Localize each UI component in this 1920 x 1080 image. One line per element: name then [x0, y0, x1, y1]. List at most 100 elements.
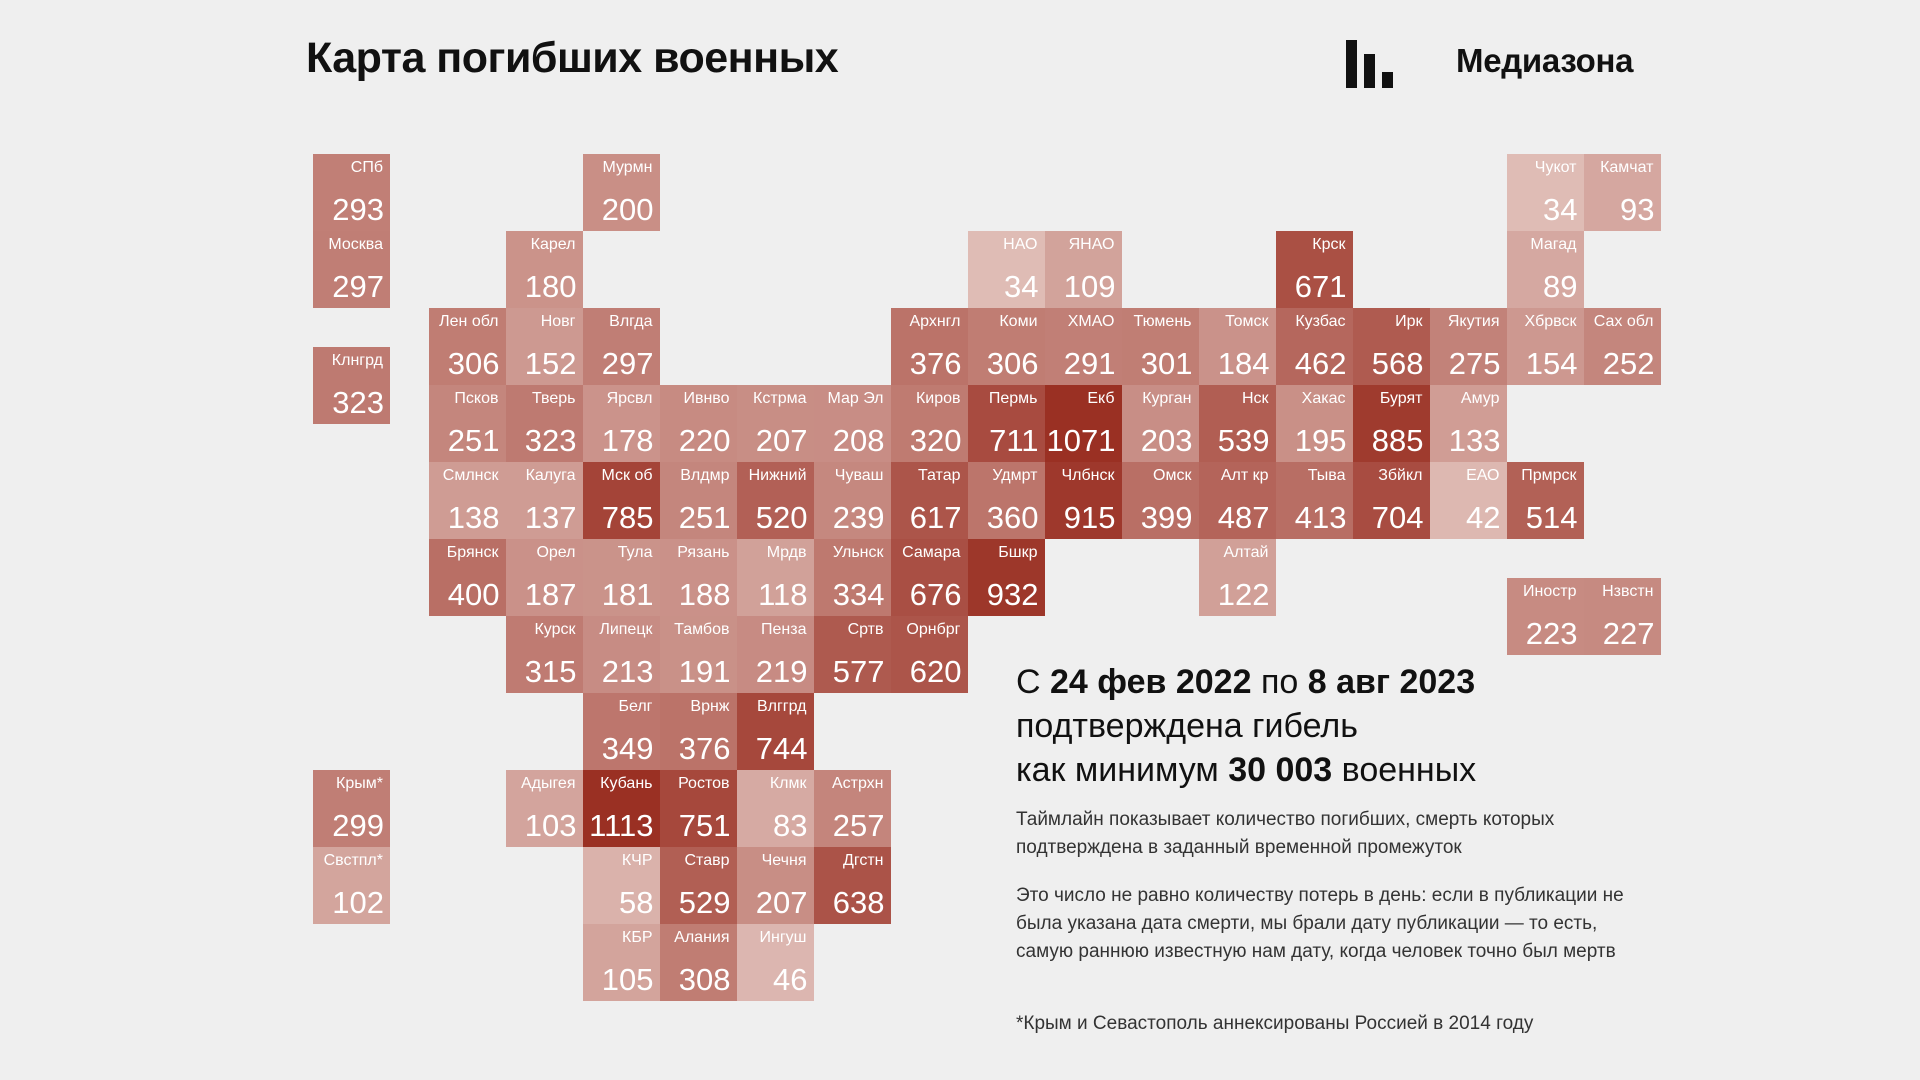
region-label: Крск: [1312, 236, 1346, 253]
region-tile[interactable]: КЧР 58: [582, 847, 660, 924]
region-value: 520: [755, 500, 808, 535]
region-tile[interactable]: Камчат 93: [1583, 154, 1661, 231]
region-tile[interactable]: Лен обл 306: [428, 308, 506, 385]
region-tile[interactable]: КБР 105: [582, 924, 660, 1001]
region-tile[interactable]: Хакас 195: [1275, 385, 1353, 462]
region-value: 208: [832, 423, 885, 458]
region-tile[interactable]: Крым* 299: [313, 770, 390, 847]
region-tile[interactable]: Орел 187: [505, 539, 583, 616]
region-tile[interactable]: Курган 203: [1121, 385, 1199, 462]
region-tile[interactable]: Мар Эл 208: [813, 385, 891, 462]
region-value: 711: [989, 423, 1039, 458]
region-tile[interactable]: Нск 539: [1198, 385, 1276, 462]
region-tile[interactable]: Влдмр 251: [659, 462, 737, 539]
region-tile[interactable]: Тула 181: [582, 539, 660, 616]
region-label: Киров: [915, 390, 961, 407]
region-tile[interactable]: Сах обл 252: [1583, 308, 1661, 385]
region-tile[interactable]: Ульнск 334: [813, 539, 891, 616]
region-tile[interactable]: Иностр 223: [1506, 577, 1584, 655]
footnote: *Крым и Севастополь аннексированы Россие…: [1016, 1013, 1534, 1034]
region-tile[interactable]: Калуга 137: [505, 462, 583, 539]
region-tile[interactable]: Свстпл* 102: [313, 847, 390, 924]
region-tile[interactable]: Кузбас 462: [1275, 308, 1353, 385]
region-tile[interactable]: Архнгл 376: [890, 308, 968, 385]
region-tile[interactable]: Сртв 577: [813, 616, 891, 693]
region-tile[interactable]: Мурмн 200: [582, 154, 660, 231]
region-tile[interactable]: Прмрск 514: [1506, 462, 1584, 539]
region-tile[interactable]: Брянск 400: [428, 539, 506, 616]
region-tile[interactable]: Томск 184: [1198, 308, 1276, 385]
region-tile[interactable]: Ставр 529: [659, 847, 737, 924]
region-tile[interactable]: Клмк 83: [736, 770, 814, 847]
region-tile[interactable]: Курск 315: [505, 616, 583, 693]
region-tile[interactable]: Новг 152: [505, 308, 583, 385]
region-tile[interactable]: СПб 293: [313, 154, 390, 231]
region-tile[interactable]: Алания 308: [659, 924, 737, 1001]
region-tile[interactable]: Алтай 122: [1198, 539, 1276, 616]
region-tile[interactable]: Москва 297: [313, 231, 390, 308]
region-tile[interactable]: Нзвстн 227: [1583, 577, 1661, 655]
region-tile[interactable]: Тюмень 301: [1121, 308, 1199, 385]
region-label: Архнгл: [909, 313, 961, 330]
region-tile[interactable]: Самара 676: [890, 539, 968, 616]
region-tile[interactable]: Астрхн 257: [813, 770, 891, 847]
region-tile[interactable]: Омск 399: [1121, 462, 1199, 539]
region-tile[interactable]: Збйкл 704: [1352, 462, 1430, 539]
region-value: 219: [755, 654, 808, 689]
region-tile[interactable]: Мск об 785: [582, 462, 660, 539]
region-tile[interactable]: Дгстн 638: [813, 847, 891, 924]
region-tile[interactable]: Магад 89: [1506, 231, 1584, 308]
region-tile[interactable]: Екб 1071: [1044, 385, 1122, 462]
region-tile[interactable]: Ирк 568: [1352, 308, 1430, 385]
region-tile[interactable]: НАО 34: [967, 231, 1045, 308]
region-label: Прмрск: [1521, 467, 1577, 484]
region-tile[interactable]: Липецк 213: [582, 616, 660, 693]
region-tile[interactable]: Тыва 413: [1275, 462, 1353, 539]
region-tile[interactable]: Пермь 711: [967, 385, 1045, 462]
region-tile[interactable]: Чечня 207: [736, 847, 814, 924]
region-tile[interactable]: Псков 251: [428, 385, 506, 462]
region-tile[interactable]: Кубань 1113: [582, 770, 660, 847]
region-tile[interactable]: Влггрд 744: [736, 693, 814, 770]
region-tile[interactable]: Бшкр 932: [967, 539, 1045, 616]
region-tile[interactable]: Амур 133: [1429, 385, 1507, 462]
region-tile[interactable]: Тамбов 191: [659, 616, 737, 693]
region-tile[interactable]: Пенза 219: [736, 616, 814, 693]
region-tile[interactable]: Алт кр 487: [1198, 462, 1276, 539]
region-tile[interactable]: Чукот 34: [1506, 154, 1584, 231]
region-label: Ингуш: [759, 929, 807, 946]
region-tile[interactable]: Ивнво 220: [659, 385, 737, 462]
region-tile[interactable]: Ингуш 46: [736, 924, 814, 1001]
region-tile[interactable]: Кстрма 207: [736, 385, 814, 462]
region-tile[interactable]: Смлнск 138: [428, 462, 506, 539]
region-tile[interactable]: Татар 617: [890, 462, 968, 539]
region-tile[interactable]: Карел 180: [505, 231, 583, 308]
region-tile[interactable]: Ростов 751: [659, 770, 737, 847]
region-tile[interactable]: Белг 349: [582, 693, 660, 770]
region-tile[interactable]: Рязань 188: [659, 539, 737, 616]
region-tile[interactable]: Киров 320: [890, 385, 968, 462]
region-tile[interactable]: Орнбрг 620: [890, 616, 968, 693]
region-tile[interactable]: Мрдв 118: [736, 539, 814, 616]
region-tile[interactable]: Коми 306: [967, 308, 1045, 385]
region-tile[interactable]: Якутия 275: [1429, 308, 1507, 385]
region-tile[interactable]: Адыгея 103: [505, 770, 583, 847]
region-tile[interactable]: Хбрвск 154: [1506, 308, 1584, 385]
region-tile[interactable]: Бурят 885: [1352, 385, 1430, 462]
region-tile[interactable]: ХМАО 291: [1044, 308, 1122, 385]
region-value: 207: [755, 423, 808, 458]
region-tile[interactable]: Ярсвл 178: [582, 385, 660, 462]
region-tile[interactable]: Крск 671: [1275, 231, 1353, 308]
region-label: Алтай: [1223, 544, 1269, 561]
region-tile[interactable]: Члбнск 915: [1044, 462, 1122, 539]
region-value: 568: [1371, 346, 1424, 381]
region-tile[interactable]: Клнгрд 323: [313, 346, 390, 424]
region-tile[interactable]: Нижний 520: [736, 462, 814, 539]
region-tile[interactable]: Влгда 297: [582, 308, 660, 385]
region-tile[interactable]: Врнж 376: [659, 693, 737, 770]
region-tile[interactable]: Удмрт 360: [967, 462, 1045, 539]
region-tile[interactable]: Чуваш 239: [813, 462, 891, 539]
region-tile[interactable]: Тверь 323: [505, 385, 583, 462]
region-tile[interactable]: ЕАО 42: [1429, 462, 1507, 539]
region-tile[interactable]: ЯНАО 109: [1044, 231, 1122, 308]
